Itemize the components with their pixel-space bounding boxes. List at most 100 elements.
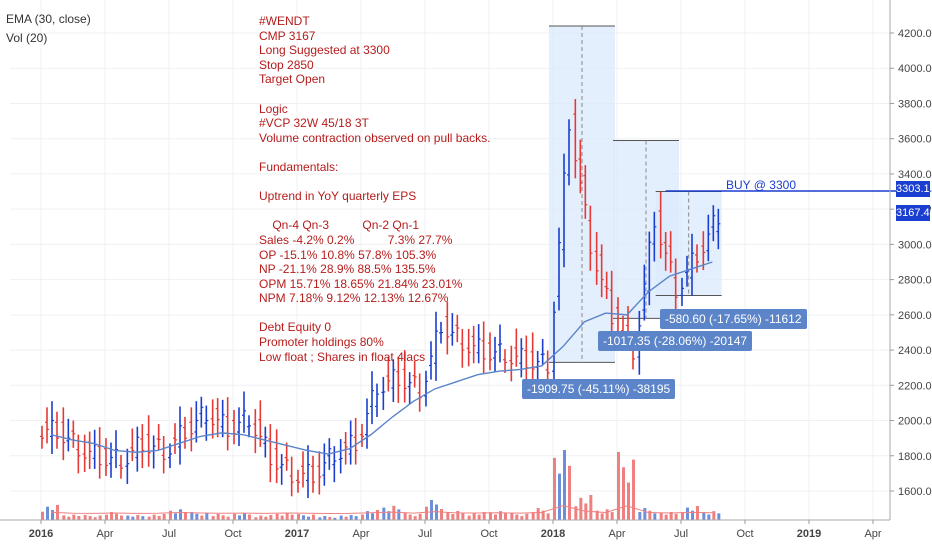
volume-bar bbox=[93, 517, 97, 520]
volume-bar bbox=[605, 509, 609, 520]
volume-bar bbox=[152, 514, 156, 520]
volume-bar bbox=[546, 513, 550, 520]
volume-bar bbox=[477, 514, 481, 520]
measure-label-3: -580.60 (-17.65%) -11612 bbox=[660, 309, 807, 329]
volume-bar bbox=[451, 514, 455, 520]
volume-bar bbox=[600, 513, 604, 520]
volume-bar bbox=[686, 507, 689, 520]
volume-bar bbox=[302, 515, 305, 520]
volume-bar bbox=[574, 506, 578, 520]
volume-bar bbox=[425, 506, 428, 520]
volume-bar bbox=[136, 515, 140, 520]
volume-bar bbox=[179, 509, 182, 520]
volume-bar bbox=[259, 515, 263, 520]
volume-bar bbox=[568, 465, 571, 520]
ema-line bbox=[50, 261, 713, 455]
volume-bar bbox=[669, 512, 673, 520]
volume-bar bbox=[435, 504, 438, 520]
volume-bar bbox=[413, 516, 417, 520]
note-line bbox=[259, 87, 490, 102]
volume-bar bbox=[696, 506, 699, 520]
volume-bar bbox=[162, 514, 166, 520]
time-axis[interactable]: 2016 Apr Jul Oct 2017 Apr Jul Oct 2018 Apr Jul Oct 2… bbox=[0, 519, 890, 540]
price-axis[interactable]: 1600.00 1800.00 2000.00 2200.00 2400.00 2600.… bbox=[889, 0, 932, 520]
note-line: NP -21.1% 28.9% 88.5% 135.5% bbox=[259, 262, 436, 277]
note-line: #WENDT bbox=[259, 14, 310, 28]
volume-bar bbox=[643, 508, 647, 520]
volume-bar bbox=[681, 512, 684, 520]
measure-label-2: -1017.35 (-28.06%) -20147 bbox=[598, 331, 753, 351]
volume-bar bbox=[622, 467, 625, 520]
note-line: Stop 2850 bbox=[259, 57, 314, 72]
volume-bar bbox=[541, 510, 545, 520]
volume-bar bbox=[504, 513, 507, 520]
volume-bar bbox=[617, 452, 620, 520]
volume-bar bbox=[349, 515, 353, 520]
volume-bar bbox=[248, 514, 251, 520]
volume-bar bbox=[510, 513, 514, 520]
x-tick-label: Apr bbox=[96, 528, 113, 540]
volume-bar bbox=[376, 510, 379, 520]
y-tick-label: 4200.00 bbox=[898, 28, 932, 40]
vol-legend[interactable]: Vol (20) bbox=[6, 31, 48, 45]
note-line: Logic bbox=[259, 101, 288, 116]
ema-legend[interactable]: EMA (30, close) bbox=[6, 12, 91, 26]
x-tick-label: Jul bbox=[162, 528, 176, 540]
volume-bar bbox=[430, 500, 433, 520]
volume-bar bbox=[233, 513, 236, 520]
volume-bar bbox=[141, 516, 145, 520]
x-tick-label: Jul bbox=[418, 528, 432, 540]
volume-bar bbox=[254, 517, 258, 520]
y-tick-label: 2400.00 bbox=[898, 345, 932, 357]
volume-bar bbox=[515, 514, 519, 520]
volume-bar bbox=[702, 512, 706, 520]
volume-bar bbox=[403, 513, 407, 520]
note-line: OPM 15.71% 18.65% 21.84% 23.01% bbox=[259, 276, 463, 291]
volume-bar bbox=[147, 516, 151, 520]
volume-bar bbox=[472, 512, 476, 520]
volume-bar bbox=[290, 514, 294, 520]
volume-bar bbox=[221, 515, 225, 520]
volume-bar bbox=[72, 514, 76, 520]
volume-bar bbox=[707, 514, 711, 520]
note-line: NPM 7.18% 9.12% 12.13% 12.67% bbox=[259, 291, 449, 306]
x-tick-label: Apr bbox=[864, 528, 881, 540]
volume-bar bbox=[51, 510, 54, 520]
volume-bar bbox=[361, 514, 364, 520]
volume-bar bbox=[264, 516, 268, 520]
note-line: Low float ; Shares in float 4lacs bbox=[259, 349, 426, 364]
y-tick-label: 3600.00 bbox=[898, 134, 932, 146]
volume-bar bbox=[520, 516, 524, 520]
y-tick-label: 2200.00 bbox=[898, 380, 932, 392]
note-line: Target Open bbox=[259, 72, 326, 87]
x-tick-label: 2018 bbox=[541, 528, 565, 540]
volume-bar bbox=[638, 512, 642, 520]
volume-bar bbox=[77, 516, 81, 520]
note-line bbox=[259, 175, 490, 190]
note-line: OP -15.1% 10.8% 57.8% 105.3% bbox=[259, 247, 437, 262]
note-line: Long Suggested at 3300 bbox=[259, 43, 390, 58]
volume-bar bbox=[195, 513, 199, 520]
volume-bar bbox=[280, 515, 284, 520]
y-tick-label: 1800.00 bbox=[898, 451, 932, 463]
volume-bar bbox=[243, 513, 246, 520]
volume-bar bbox=[275, 513, 279, 520]
y-tick-label: 2000.00 bbox=[898, 416, 932, 428]
volume-bar bbox=[226, 516, 230, 520]
volume-bar bbox=[397, 509, 401, 520]
price-tag-buy: 3303.10 bbox=[896, 181, 932, 197]
volume-bar bbox=[499, 511, 502, 520]
volume-bar bbox=[216, 514, 220, 520]
volume-bar bbox=[461, 513, 465, 520]
note-line: Uptrend in YoY quarterly EPS bbox=[259, 189, 417, 204]
volume-bar bbox=[184, 512, 187, 520]
measure-label-1: -1909.75 (-45.11%) -38195 bbox=[522, 379, 676, 399]
volume-bar bbox=[323, 516, 327, 520]
x-tick-label: 2019 bbox=[797, 528, 821, 540]
note-line: Sales -4.2% 0.2% 7.3% 27.7% bbox=[259, 232, 453, 247]
volume-bar bbox=[525, 513, 529, 520]
volume-bar bbox=[579, 497, 583, 520]
x-tick-label: Apr bbox=[352, 528, 369, 540]
